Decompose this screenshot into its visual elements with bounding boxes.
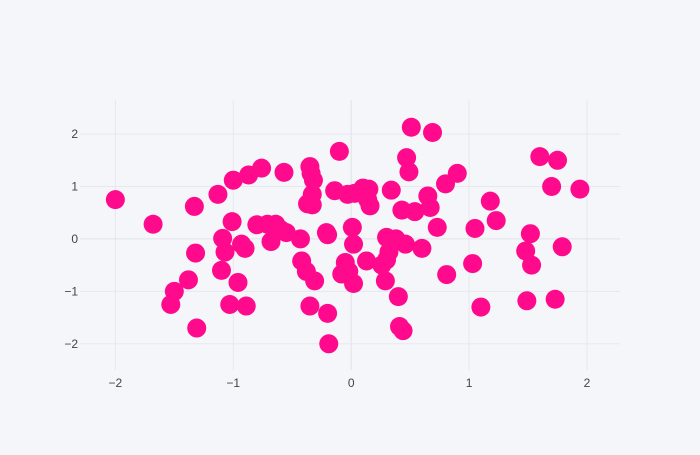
data-point[interactable] xyxy=(420,197,440,217)
data-point[interactable] xyxy=(235,238,255,258)
x-axis-tick-labels: −2 −1 0 1 2 xyxy=(109,376,591,390)
x-tick-label: 0 xyxy=(348,376,355,390)
data-point[interactable] xyxy=(236,296,256,316)
data-point[interactable] xyxy=(423,123,443,143)
data-point[interactable] xyxy=(302,195,322,215)
data-point[interactable] xyxy=(397,148,417,168)
data-point[interactable] xyxy=(143,214,163,234)
data-point[interactable] xyxy=(471,297,491,317)
data-point[interactable] xyxy=(105,190,125,210)
data-point[interactable] xyxy=(318,225,338,245)
y-tick-label: 0 xyxy=(71,232,78,246)
data-point[interactable] xyxy=(412,238,432,258)
data-point[interactable] xyxy=(274,162,294,182)
data-point[interactable] xyxy=(463,254,483,274)
data-point[interactable] xyxy=(215,242,235,262)
x-tick-label: −2 xyxy=(109,376,123,390)
data-point[interactable] xyxy=(319,334,339,354)
y-tick-label: −1 xyxy=(64,284,78,298)
data-point[interactable] xyxy=(208,184,228,204)
data-point[interactable] xyxy=(399,162,419,182)
data-point[interactable] xyxy=(405,202,425,222)
data-point[interactable] xyxy=(211,260,231,280)
data-point[interactable] xyxy=(447,163,467,183)
data-point[interactable] xyxy=(570,179,590,199)
data-point[interactable] xyxy=(548,150,568,170)
data-point[interactable] xyxy=(465,218,485,238)
data-point[interactable] xyxy=(395,234,415,254)
data-point[interactable] xyxy=(223,170,243,190)
data-point[interactable] xyxy=(220,294,240,314)
data-point[interactable] xyxy=(427,217,447,237)
data-point[interactable] xyxy=(545,289,565,309)
data-point[interactable] xyxy=(342,217,362,237)
data-point[interactable] xyxy=(517,291,537,311)
y-tick-label: 1 xyxy=(71,180,78,194)
data-point[interactable] xyxy=(542,177,562,197)
data-point[interactable] xyxy=(276,223,296,243)
data-point[interactable] xyxy=(184,196,204,216)
data-point[interactable] xyxy=(344,273,364,293)
data-point[interactable] xyxy=(344,234,364,254)
data-point[interactable] xyxy=(222,212,242,232)
data-point[interactable] xyxy=(381,180,401,200)
data-point[interactable] xyxy=(329,141,349,161)
data-point[interactable] xyxy=(357,251,377,271)
data-point[interactable] xyxy=(186,243,206,263)
data-point[interactable] xyxy=(300,296,320,316)
data-point[interactable] xyxy=(303,170,323,190)
points-layer xyxy=(105,117,590,354)
data-point[interactable] xyxy=(290,229,310,249)
data-point[interactable] xyxy=(530,147,550,167)
data-point[interactable] xyxy=(401,117,421,137)
data-point[interactable] xyxy=(318,303,338,323)
data-point[interactable] xyxy=(375,271,395,291)
data-point[interactable] xyxy=(393,321,413,341)
data-point[interactable] xyxy=(437,265,457,285)
data-point[interactable] xyxy=(522,255,542,275)
y-axis-tick-labels: −2 −1 0 1 2 xyxy=(64,127,78,351)
data-point[interactable] xyxy=(164,281,184,301)
data-point[interactable] xyxy=(228,272,248,292)
data-point[interactable] xyxy=(486,211,506,231)
data-point[interactable] xyxy=(187,318,207,338)
data-point[interactable] xyxy=(252,158,272,178)
y-tick-label: −2 xyxy=(64,337,78,351)
data-point[interactable] xyxy=(360,196,380,216)
x-tick-label: 1 xyxy=(466,376,473,390)
x-tick-label: 2 xyxy=(584,376,591,390)
data-point[interactable] xyxy=(552,237,572,257)
data-point[interactable] xyxy=(520,224,540,244)
data-point[interactable] xyxy=(359,179,379,199)
data-point[interactable] xyxy=(305,271,325,291)
x-tick-label: −1 xyxy=(226,376,240,390)
data-point[interactable] xyxy=(480,191,500,211)
y-tick-label: 2 xyxy=(71,127,78,141)
data-point[interactable] xyxy=(388,287,408,307)
data-point[interactable] xyxy=(178,270,198,290)
